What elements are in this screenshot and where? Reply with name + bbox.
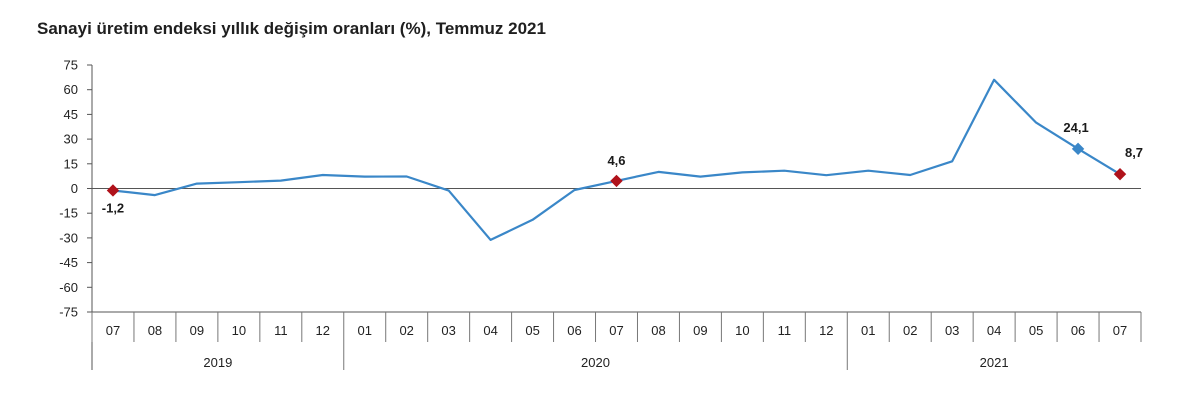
x-tick-label: 04 [987,323,1001,338]
data-point-marker [1071,142,1085,156]
x-tick-label: 09 [190,323,204,338]
year-label: 2020 [581,355,610,370]
y-tick-label: 15 [64,156,78,171]
data-point-marker [610,174,623,188]
y-tick-label: 60 [64,82,78,97]
y-tick-label: 75 [64,58,78,73]
x-tick-label: 02 [399,323,413,338]
x-tick-label: 04 [483,323,497,338]
x-tick-label: 12 [316,323,330,338]
x-tick-label: 10 [735,323,749,338]
y-tick-label: -60 [59,280,78,295]
x-tick-label: 09 [693,323,707,338]
data-label: 24,1 [1063,120,1088,135]
y-tick-label: 45 [64,107,78,122]
y-tick-label: 0 [71,181,78,196]
x-tick-label: 10 [232,323,246,338]
data-point-marker [1113,167,1127,181]
x-tick-label: 12 [819,323,833,338]
chart-title: Sanayi üretim endeksi yıllık değişim ora… [37,19,546,38]
data-point-marker [106,184,120,197]
data-label: -1,2 [102,200,124,215]
x-tick-label: 01 [861,323,875,338]
x-tick-label: 11 [778,323,792,338]
marker-layer: -1,2 4,6 24,1 8,7 [102,120,1143,216]
x-tick-label: 03 [945,323,959,338]
y-tick-label: -15 [59,206,78,221]
y-tick-label: -75 [59,305,78,320]
data-label: 4,6 [607,153,625,168]
y-axis-ticks: 75 60 45 30 15 0 -15 -30 -45 -60 -75 [59,58,92,320]
x-axis-ticks: 07 08 09 10 11 12 01 02 03 04 05 06 07 08 09 10 11 12 01 02… [91,312,1142,370]
y-tick-label: -30 [59,230,78,245]
x-tick-label: 06 [1071,323,1085,338]
x-tick-label: 03 [441,323,455,338]
y-tick-label: 30 [64,132,78,147]
year-label: 2019 [203,355,232,370]
x-tick-label: 07 [1113,323,1127,338]
x-tick-label: 08 [651,323,665,338]
x-tick-label: 08 [148,323,162,338]
x-tick-label: 06 [567,323,581,338]
x-tick-label: 05 [1029,323,1043,338]
x-tick-label: 01 [358,323,372,338]
x-tick-label: 05 [525,323,539,338]
year-label: 2021 [980,355,1009,370]
x-tick-label: 07 [106,323,120,338]
data-label: 8,7 [1125,145,1143,160]
x-tick-label: 11 [274,323,288,338]
y-tick-label: -45 [59,255,78,270]
x-tick-label: 07 [609,323,623,338]
x-tick-label: 02 [903,323,917,338]
